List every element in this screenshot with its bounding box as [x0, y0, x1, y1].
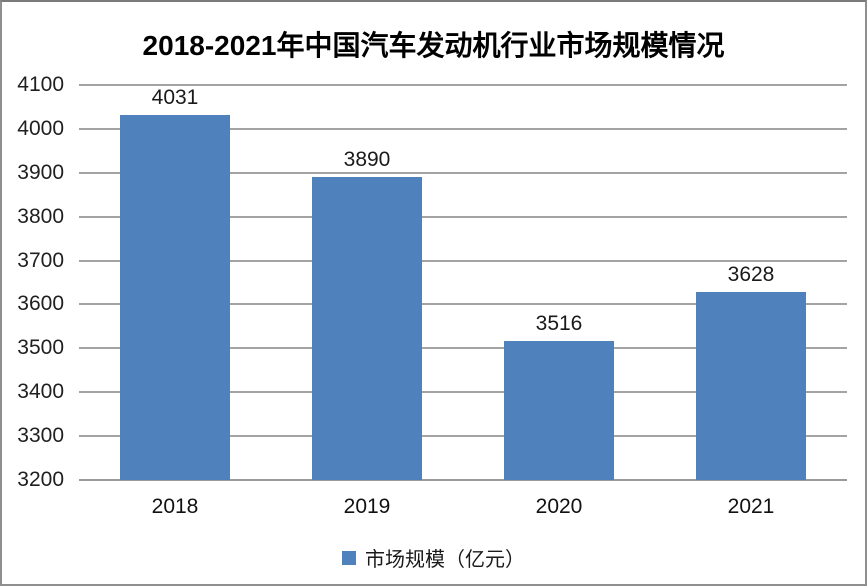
y-axis-tick-label: 3600	[17, 292, 64, 316]
bar-2019	[312, 177, 422, 480]
x-axis-tick-label-2021: 2021	[727, 495, 775, 518]
bar-value-label-2021: 3628	[727, 263, 775, 287]
bar-value-label-2019: 3890	[343, 148, 391, 172]
gridline-y-3800	[79, 215, 847, 218]
gridline-y-4000	[79, 127, 847, 130]
gridline-y-3700	[79, 259, 847, 262]
plot-area: 4031 3890 3516 3628	[79, 84, 847, 481]
gridline-y-3600	[79, 303, 847, 306]
gridline-y-3900	[79, 171, 847, 174]
bar-2018	[120, 115, 230, 480]
y-axis-tick-label: 3500	[17, 336, 64, 360]
y-axis-tick-label: 4100	[17, 73, 64, 96]
bar-value-label-2020: 3516	[535, 312, 583, 336]
bar-2020	[504, 341, 614, 480]
y-axis-tick-label: 3400	[17, 380, 64, 404]
y-axis-tick-label: 3700	[17, 248, 64, 272]
x-axis-tick-label-2018: 2018	[151, 495, 199, 518]
legend-swatch-icon	[342, 550, 356, 565]
legend-label: 市场规模（亿元）	[365, 549, 525, 571]
y-axis-tick-label: 3200	[17, 468, 64, 491]
y-axis-tick-label: 3300	[17, 424, 64, 448]
x-axis-tick-label-2020: 2020	[535, 495, 583, 518]
y-axis-tick-label: 3900	[17, 160, 64, 184]
gridline-y-3400	[79, 391, 847, 394]
y-axis-tick-label: 4000	[17, 116, 64, 140]
bar-2021	[696, 292, 806, 480]
chart-title: 2018-2021年中国汽车发动机行业市场规模情况	[142, 30, 725, 61]
gridline-y-3300	[79, 435, 847, 438]
gridline-y-3200	[79, 479, 847, 481]
gridline-y-3500	[79, 347, 847, 350]
x-axis-tick-label-2019: 2019	[343, 495, 391, 518]
legend: 市场规模（亿元）	[2, 543, 865, 572]
y-axis-tick-label: 3800	[17, 204, 64, 228]
gridline-y-4100	[79, 84, 847, 86]
bar-value-label-2018: 4031	[151, 86, 199, 110]
